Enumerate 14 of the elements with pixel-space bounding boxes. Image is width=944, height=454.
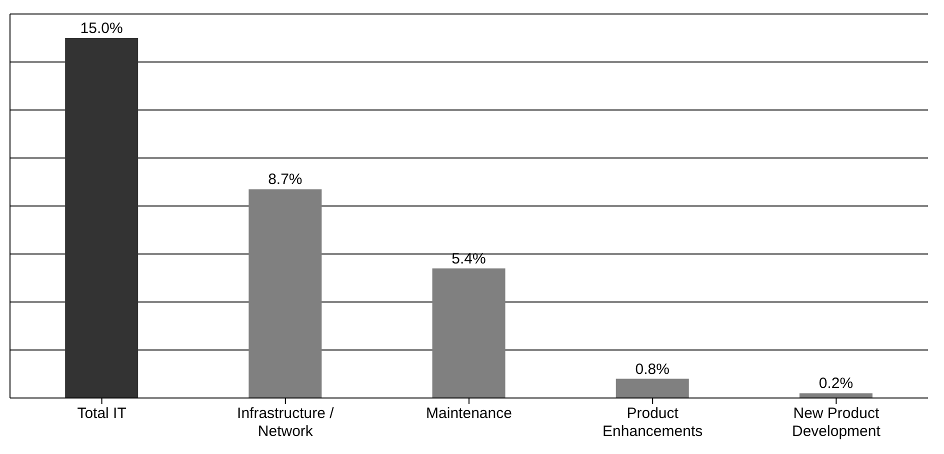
x-tick-label: Total IT: [77, 405, 126, 422]
bar: [65, 38, 138, 398]
data-label: 8.7%: [268, 171, 302, 188]
data-label: 0.2%: [818, 375, 854, 392]
bar: [799, 393, 872, 398]
x-tick-label: Product Enhancements: [602, 405, 703, 440]
bar: [248, 189, 322, 398]
data-label: 15.0%: [80, 20, 123, 37]
x-tick-label: Maintenance: [426, 405, 512, 422]
bar: [616, 378, 689, 398]
x-tick-label: Infrastructure / Network: [237, 405, 335, 440]
bar: [432, 268, 506, 398]
data-label: 0.8%: [635, 360, 670, 378]
x-tick-label: New Product Development: [792, 405, 882, 440]
